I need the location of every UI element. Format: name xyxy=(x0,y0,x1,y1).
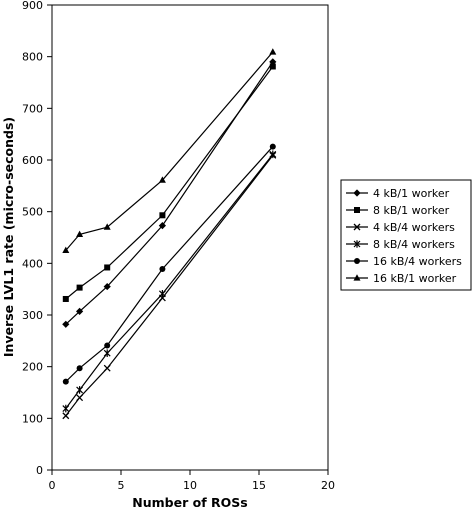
y-tick-label: 300 xyxy=(22,309,43,322)
series-6 xyxy=(62,48,277,254)
x-tick-label: 20 xyxy=(321,479,335,492)
legend-entry: 4 kB/4 workers xyxy=(346,221,455,234)
legend-marker xyxy=(353,274,361,281)
data-point xyxy=(62,320,70,328)
series-1 xyxy=(62,58,277,328)
legend-label: 8 kB/1 worker xyxy=(373,204,450,217)
data-point xyxy=(103,349,111,358)
series-4 xyxy=(62,150,277,413)
legend-box xyxy=(340,179,472,291)
data-point xyxy=(76,386,84,394)
data-point xyxy=(76,284,83,291)
y-tick-label: 600 xyxy=(22,154,43,167)
data-point xyxy=(158,222,166,230)
data-point xyxy=(76,394,84,402)
data-point xyxy=(269,143,276,150)
legend-entry: 16 kB/1 worker xyxy=(346,272,457,285)
y-tick-label: 200 xyxy=(22,361,43,374)
y-axis-ticks: 0 100 200 300 400 500 600 700 800 900 xyxy=(22,0,52,477)
x-axis-ticks: 0 5 10 15 20 xyxy=(49,470,335,492)
y-tick-label: 400 xyxy=(22,257,43,270)
y-tick-label: 500 xyxy=(22,206,43,219)
series-5 xyxy=(62,143,276,385)
y-tick-label: 900 xyxy=(22,0,43,12)
data-point xyxy=(104,264,111,271)
data-point xyxy=(76,365,83,372)
data-point xyxy=(269,48,277,55)
data-point xyxy=(269,58,277,66)
data-point xyxy=(62,246,70,254)
legend-marker xyxy=(353,223,361,231)
data-point xyxy=(269,63,276,70)
data-point xyxy=(269,150,277,159)
legend-marker xyxy=(354,207,360,213)
x-tick-label: 5 xyxy=(118,479,125,492)
legend-label: 16 kB/1 worker xyxy=(373,272,457,285)
legend-entry: 8 kB/4 workers xyxy=(346,238,455,251)
y-tick-label: 700 xyxy=(22,102,43,115)
data-point xyxy=(76,307,84,315)
legend-marker xyxy=(353,240,361,248)
legend-marker xyxy=(354,258,360,264)
data-point xyxy=(159,212,166,219)
legend-label: 8 kB/4 workers xyxy=(373,238,455,251)
legend-label: 16 kB/4 workers xyxy=(373,255,462,268)
data-point xyxy=(62,378,69,385)
data-point xyxy=(103,223,111,230)
legend-label: 4 kB/4 workers xyxy=(373,221,455,234)
data-point xyxy=(158,290,166,298)
legend-entry: 16 kB/4 workers xyxy=(346,255,462,268)
y-tick-label: 800 xyxy=(22,51,43,64)
legend-label: 4 kB/1 worker xyxy=(373,187,450,200)
plot-area xyxy=(51,4,329,471)
y-axis-title: Inverse LVL1 rate (micro-seconds) xyxy=(1,117,16,357)
data-point xyxy=(158,176,166,183)
series-2 xyxy=(62,63,276,302)
y-tick-label: 100 xyxy=(22,412,43,425)
y-tick-label: 0 xyxy=(36,464,43,477)
data-point xyxy=(62,295,69,302)
x-tick-label: 0 xyxy=(49,479,56,492)
legend: 4 kB/1 worker 8 kB/1 worker 4 kB/4 workers… xyxy=(340,179,472,291)
data-point xyxy=(62,404,70,413)
legend-entry: 8 kB/1 worker xyxy=(346,204,450,217)
data-point xyxy=(62,412,70,420)
data-point xyxy=(104,342,111,349)
legend-entry: 4 kB/1 worker xyxy=(346,187,450,200)
data-point xyxy=(159,266,166,273)
series-layer xyxy=(62,48,277,420)
data-point xyxy=(103,282,111,291)
x-axis-title: Number of ROSs xyxy=(132,495,247,510)
x-tick-label: 10 xyxy=(183,479,197,492)
data-point xyxy=(76,230,84,237)
x-tick-label: 15 xyxy=(252,479,266,492)
legend-marker xyxy=(353,189,361,197)
data-point xyxy=(103,364,111,372)
